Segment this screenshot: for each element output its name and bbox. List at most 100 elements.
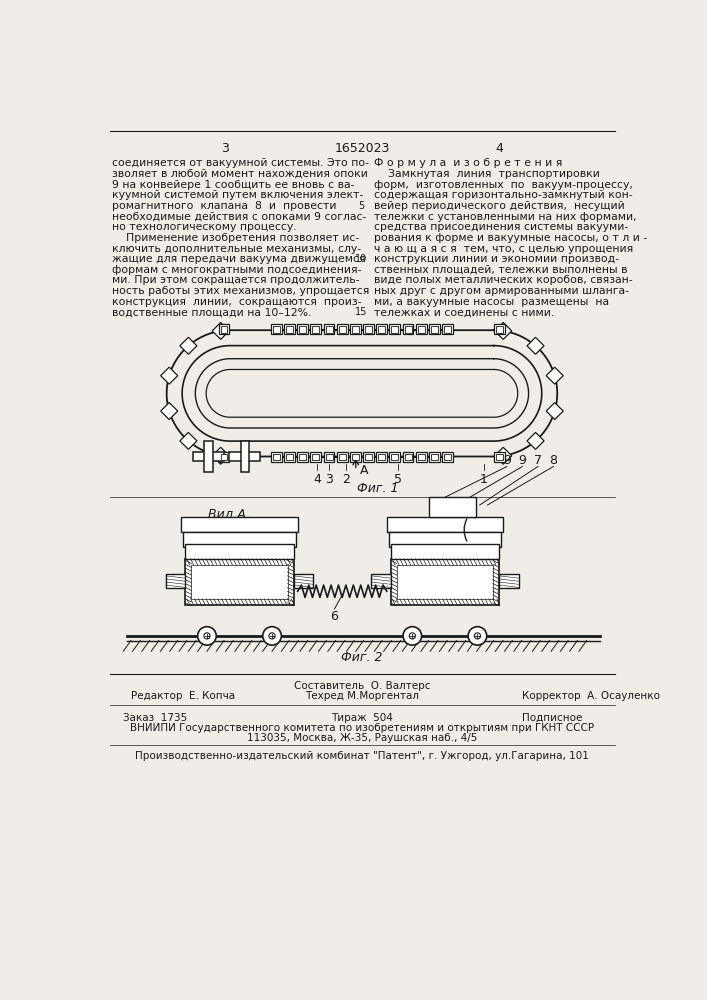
Text: Вид А: Вид А	[209, 507, 246, 520]
Bar	[193, 452, 224, 461]
Bar	[403, 452, 414, 462]
Polygon shape	[527, 432, 544, 449]
Text: 6: 6	[330, 610, 339, 623]
Circle shape	[409, 633, 416, 639]
Text: 7: 7	[534, 454, 542, 466]
Text: конструкции линии и экономии производ-: конструкции линии и экономии производ-	[373, 254, 619, 264]
Polygon shape	[495, 322, 512, 339]
Bar	[350, 452, 361, 462]
Text: необходимые действия с опоками 9 соглас-: необходимые действия с опоками 9 соглас-	[112, 212, 366, 222]
Bar	[389, 532, 501, 547]
Text: 10: 10	[355, 254, 368, 264]
Bar	[182, 517, 298, 532]
Text: ВНИИПИ Государственного комитета по изобретениям и открытиям при ГКНТ СССР: ВНИИПИ Государственного комитета по изоб…	[130, 723, 594, 733]
Bar	[371, 574, 391, 588]
Bar	[218, 452, 230, 462]
Text: ми, а вакуумные насосы  размещены  на: ми, а вакуумные насосы размещены на	[373, 297, 609, 307]
Bar	[352, 454, 359, 460]
Text: 113035, Москва, Ж-35, Раушская наб., 4/5: 113035, Москва, Ж-35, Раушская наб., 4/5	[247, 733, 477, 743]
Bar	[240, 441, 249, 472]
Text: соединяется от вакуумной системы. Это по-: соединяется от вакуумной системы. Это по…	[112, 158, 368, 168]
Bar	[310, 324, 321, 334]
Bar	[431, 326, 438, 333]
Polygon shape	[160, 403, 177, 420]
Text: средства присоединения системы вакууми-: средства присоединения системы вакууми-	[373, 222, 628, 232]
Bar	[284, 324, 295, 334]
Text: 1: 1	[479, 473, 488, 486]
Polygon shape	[547, 403, 563, 420]
Bar	[378, 454, 385, 460]
Bar	[350, 324, 361, 334]
Bar	[391, 544, 499, 559]
Text: но технологическому процессу.: но технологическому процессу.	[112, 222, 296, 232]
Bar	[273, 454, 280, 460]
Bar	[325, 454, 332, 460]
Bar	[392, 326, 398, 333]
Bar	[365, 454, 372, 460]
Bar	[404, 326, 411, 333]
Bar	[273, 326, 280, 333]
Text: Составитель  О. Валтерс: Составитель О. Валтерс	[293, 681, 430, 691]
Polygon shape	[180, 337, 197, 354]
Bar	[271, 452, 281, 462]
Bar	[442, 452, 453, 462]
Text: 4: 4	[495, 142, 503, 155]
Bar	[312, 454, 320, 460]
Text: 5: 5	[358, 201, 364, 211]
Bar	[310, 452, 321, 462]
Bar	[230, 452, 260, 461]
Bar	[297, 452, 308, 462]
Bar	[496, 326, 503, 333]
Text: Тираж  504: Тираж 504	[331, 713, 393, 723]
Bar	[390, 452, 400, 462]
Text: 4: 4	[313, 473, 321, 486]
Bar	[221, 454, 228, 460]
Bar	[192, 565, 288, 599]
Bar	[392, 454, 398, 460]
Bar	[429, 452, 440, 462]
Text: Замкнутая  линия  транспортировки: Замкнутая линия транспортировки	[373, 169, 600, 179]
Polygon shape	[212, 322, 229, 339]
Bar	[183, 532, 296, 547]
Bar	[166, 574, 185, 588]
Text: водственные площади на 10–12%.: водственные площади на 10–12%.	[112, 307, 311, 317]
Bar	[403, 324, 414, 334]
Bar	[204, 441, 213, 472]
Bar	[378, 326, 385, 333]
Bar	[444, 326, 451, 333]
Bar	[397, 565, 493, 599]
Text: Ф о р м у л а  и з о б р е т е н и я: Ф о р м у л а и з о б р е т е н и я	[373, 158, 562, 168]
Text: 15: 15	[355, 307, 368, 317]
Bar	[293, 574, 313, 588]
Bar	[444, 454, 451, 460]
Text: форм,  изготовленных  по  вакуум-процессу,: форм, изготовленных по вакуум-процессу,	[373, 180, 633, 190]
Text: тележках и соединены с ними.: тележках и соединены с ними.	[373, 307, 554, 317]
Bar	[324, 452, 334, 462]
Text: 1652023: 1652023	[334, 142, 390, 155]
Bar	[376, 452, 387, 462]
Text: жащие для передачи вакуума движущемся: жащие для передачи вакуума движущемся	[112, 254, 366, 264]
Bar	[221, 326, 228, 333]
Bar	[429, 324, 440, 334]
Polygon shape	[527, 337, 544, 354]
Text: ственных площадей, тележки выполнены в: ственных площадей, тележки выполнены в	[373, 265, 627, 275]
Text: виде полых металлических коробов, связан-: виде полых металлических коробов, связан…	[373, 275, 632, 285]
Bar	[391, 559, 499, 605]
Text: зволяет в любой момент нахождения опоки: зволяет в любой момент нахождения опоки	[112, 169, 368, 179]
Text: Подписное: Подписное	[522, 713, 583, 723]
Bar	[312, 326, 320, 333]
Circle shape	[263, 627, 281, 645]
Text: 3: 3	[325, 473, 332, 486]
Text: Заказ  1735: Заказ 1735	[123, 713, 187, 723]
Text: 9: 9	[503, 454, 511, 466]
Text: 9: 9	[518, 454, 526, 466]
Text: куумной системой путем включения элект-: куумной системой путем включения элект-	[112, 190, 363, 200]
Circle shape	[403, 627, 421, 645]
Text: 3: 3	[221, 142, 228, 155]
Bar	[339, 454, 346, 460]
Bar	[494, 452, 506, 462]
Bar	[185, 559, 293, 605]
Bar	[284, 452, 295, 462]
Circle shape	[269, 633, 275, 639]
Text: 5: 5	[395, 473, 402, 486]
